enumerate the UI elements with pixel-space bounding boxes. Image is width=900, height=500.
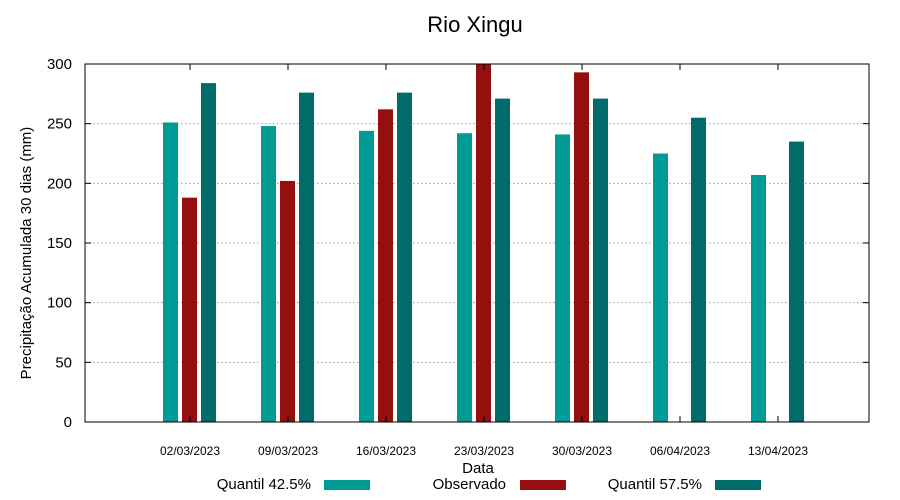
x-tick-label: 30/03/2023 <box>552 444 612 458</box>
bar <box>691 117 706 422</box>
bar <box>378 109 393 422</box>
bar <box>163 122 178 423</box>
y-tick-label: 300 <box>47 56 72 73</box>
y-tick-label: 200 <box>47 175 72 192</box>
bar <box>457 133 472 423</box>
x-axis-ticks: 02/03/2023 09/03/2023 16/03/2023 23/03/2023… <box>160 64 808 458</box>
y-tick-label: 0 <box>64 414 72 431</box>
bar <box>653 153 668 422</box>
bar <box>555 134 570 422</box>
bar <box>182 197 197 422</box>
legend-label: Quantil 57.5% <box>608 476 702 493</box>
bar <box>593 98 608 423</box>
y-tick-label: 250 <box>47 116 72 133</box>
bar <box>397 92 412 422</box>
bar <box>495 98 510 423</box>
x-tick-label: 13/04/2023 <box>748 444 808 458</box>
legend-label: Observado <box>433 476 506 493</box>
bar <box>789 141 804 423</box>
bar <box>359 130 374 422</box>
x-tick-label: 23/03/2023 <box>454 444 514 458</box>
bar <box>574 72 589 422</box>
legend-swatch <box>715 480 761 490</box>
legend-swatch <box>324 480 370 490</box>
y-axis-label: Precipitação Acumulada 30 dias (mm) <box>18 127 35 380</box>
bars <box>163 64 804 423</box>
legend-label: Quantil 42.5% <box>217 476 311 493</box>
bar <box>751 174 766 422</box>
x-tick-label: 02/03/2023 <box>160 444 220 458</box>
chart-title: Rio Xingu <box>427 12 522 37</box>
y-tick-label: 50 <box>55 354 72 371</box>
x-tick-label: 16/03/2023 <box>356 444 416 458</box>
x-tick-label: 09/03/2023 <box>258 444 318 458</box>
y-axis-ticks: 0 50 100 150 200 250 300 <box>47 56 869 431</box>
bar <box>261 126 276 422</box>
legend-swatch <box>520 480 566 490</box>
bar <box>476 64 491 422</box>
x-axis-label: Data <box>462 460 494 477</box>
bar <box>201 83 216 423</box>
legend: Quantil 42.5% Observado Quantil 57.5% <box>217 476 761 493</box>
y-tick-label: 150 <box>47 235 72 252</box>
bar <box>280 180 295 422</box>
y-tick-label: 100 <box>47 295 72 312</box>
bar <box>299 92 314 422</box>
x-tick-label: 06/04/2023 <box>650 444 710 458</box>
